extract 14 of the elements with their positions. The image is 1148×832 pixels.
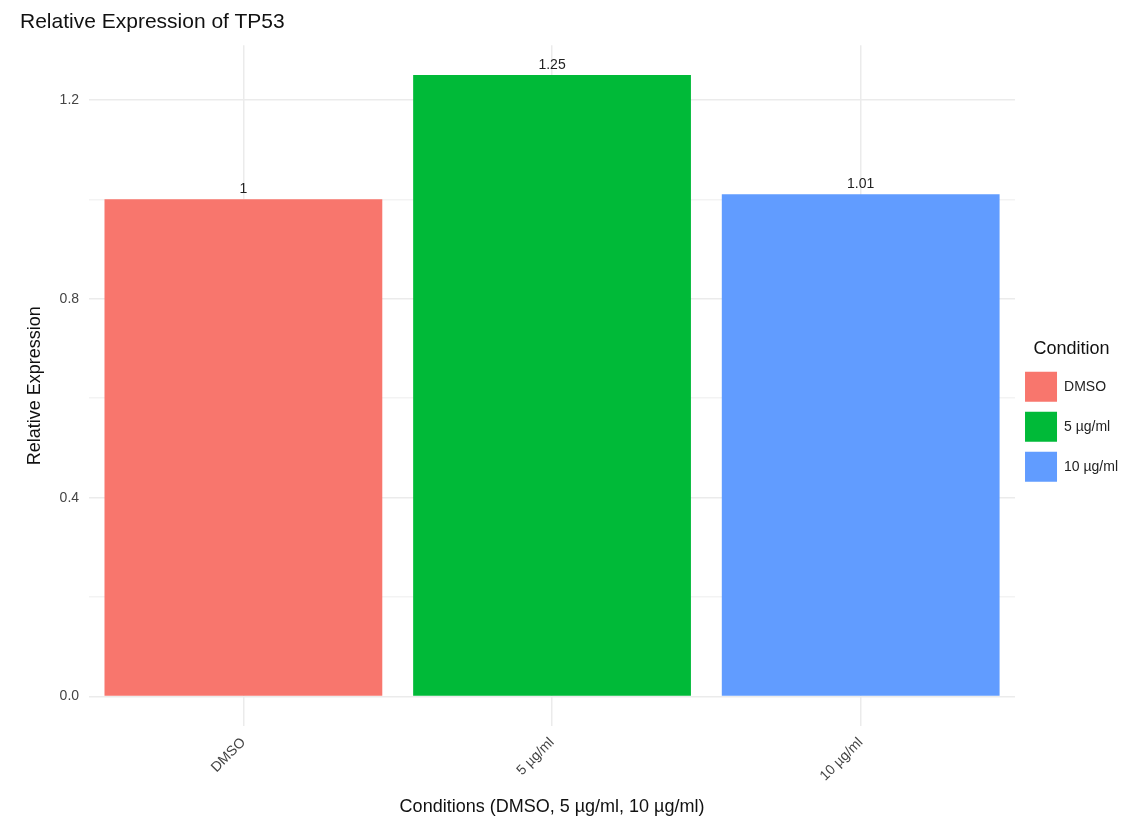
y-axis-title: Relative Expression (23, 306, 44, 466)
chart-title: Relative Expression of TP53 (20, 9, 285, 33)
y-tick-label: 0.4 (59, 488, 80, 505)
data-label: 1.25 (538, 55, 566, 72)
legend-label: DMSO (1064, 377, 1107, 394)
y-tick-label: 0.8 (59, 289, 80, 306)
data-label: 1 (239, 180, 248, 197)
legend-title: Condition (1033, 338, 1110, 359)
legend-label: 5 µg/ml (1064, 417, 1111, 434)
y-tick-label: 1.2 (59, 90, 80, 107)
x-axis-title: Conditions (DMSO, 5 µg/ml, 10 µg/ml) (399, 796, 705, 817)
data-label: 1.01 (847, 175, 875, 192)
y-tick-label: 0.0 (59, 687, 80, 704)
legend-label: 10 µg/ml (1064, 457, 1119, 474)
